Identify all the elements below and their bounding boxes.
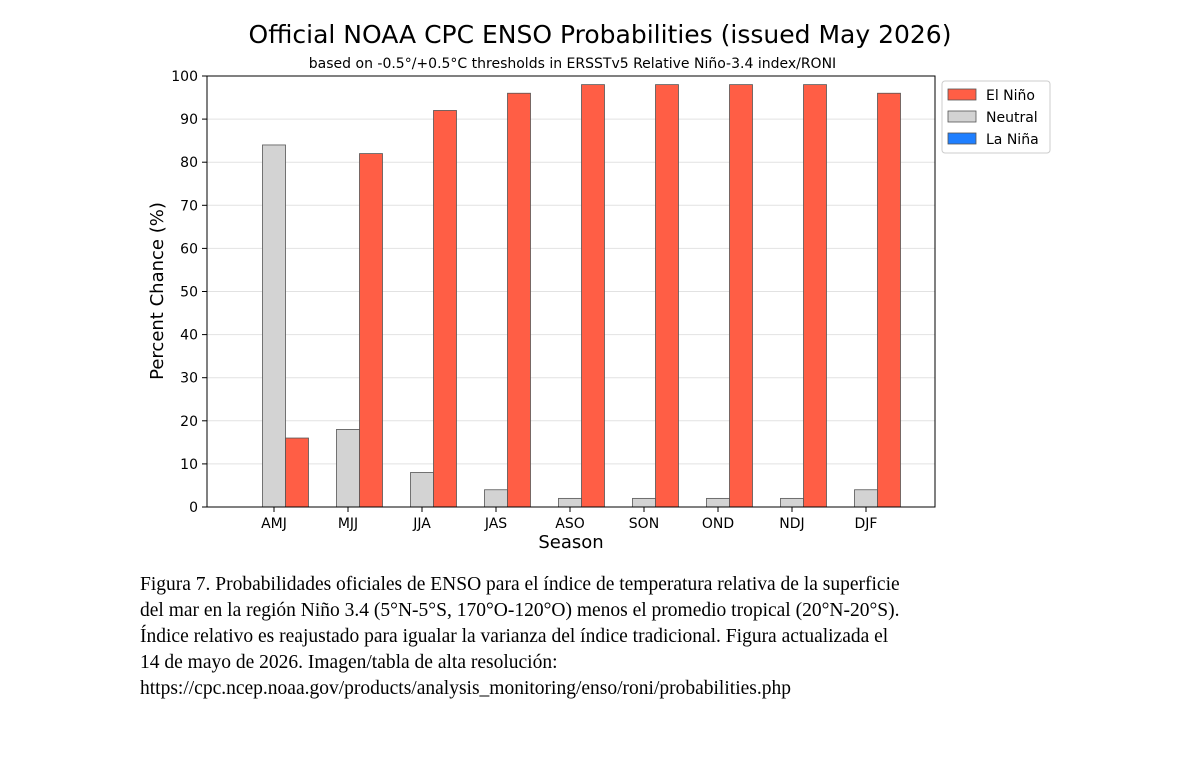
x-axis-label: Season <box>538 532 603 553</box>
y-tick-label: 80 <box>180 155 198 171</box>
neutral-bar <box>262 144 286 508</box>
legend: El Niño Neutral La Niña <box>941 80 1051 154</box>
chart-title: Official NOAA CPC ENSO Probabilities (is… <box>248 20 952 49</box>
bars <box>262 84 901 508</box>
legend-swatch-la-nina <box>947 132 977 145</box>
caption-line: 14 de mayo de 2026. Imagen/tabla de alta… <box>140 652 558 673</box>
el-nino-bar <box>581 84 605 508</box>
y-axis-ticks: 0 10 20 30 40 50 60 70 80 90 100 <box>171 69 207 516</box>
legend-label-el-nino: El Niño <box>986 88 1035 104</box>
legend-swatch-neutral <box>947 110 977 123</box>
y-axis-label: Percent Chance (%) <box>147 202 168 380</box>
neutral-bar <box>336 429 360 508</box>
y-tick-label: 40 <box>180 328 198 344</box>
x-tick-label: MJJ <box>338 516 358 532</box>
neutral-bar <box>632 497 656 508</box>
caption-line: Figura 7. Probabilidades oficiales de EN… <box>140 574 900 595</box>
neutral-bar <box>484 489 508 508</box>
neutral-bar <box>854 489 878 508</box>
legend-label-neutral: Neutral <box>986 110 1038 126</box>
el-nino-bar <box>803 84 827 508</box>
y-tick-label: 30 <box>180 371 198 387</box>
caption-line: Índice relativo es reajustado para igual… <box>140 626 889 647</box>
legend-label-la-nina: La Niña <box>986 132 1039 148</box>
y-tick-label: 0 <box>189 500 198 516</box>
chart-subtitle: based on -0.5°/+0.5°C thresholds in ERSS… <box>308 56 837 72</box>
x-tick-label: SON <box>629 516 659 532</box>
legend-swatch-el-nino <box>947 88 977 101</box>
el-nino-bar <box>507 92 531 508</box>
neutral-bar <box>410 472 434 508</box>
y-tick-label: 10 <box>180 457 198 473</box>
el-nino-bar <box>359 153 383 508</box>
el-nino-bar <box>285 437 309 508</box>
figure-caption: Figura 7. Probabilidades oficiales de EN… <box>140 572 1070 702</box>
el-nino-bar <box>877 92 901 508</box>
el-nino-bar <box>433 110 457 508</box>
neutral-bar <box>780 497 804 508</box>
y-tick-label: 70 <box>180 198 198 214</box>
caption-line: del mar en la región Niño 3.4 (5°N-5°S, … <box>140 600 900 621</box>
x-tick-label: JAS <box>484 516 507 532</box>
neutral-bar <box>558 497 582 508</box>
x-tick-label: OND <box>702 516 734 532</box>
neutral-bar <box>706 497 730 508</box>
y-tick-label: 60 <box>180 241 198 257</box>
caption-url: https://cpc.ncep.noaa.gov/products/analy… <box>140 678 791 699</box>
x-tick-label: DJF <box>855 516 878 532</box>
x-tick-label: AMJ <box>261 516 287 532</box>
x-tick-label: ASO <box>555 516 584 532</box>
x-tick-label: JJA <box>412 516 431 532</box>
x-axis-ticks: AMJ MJJ JJA JAS ASO SON OND NDJ DJF <box>261 507 877 532</box>
y-tick-label: 100 <box>171 69 198 85</box>
y-tick-label: 90 <box>180 112 198 128</box>
el-nino-bar <box>655 84 679 508</box>
el-nino-bar <box>729 84 753 508</box>
x-tick-label: NDJ <box>779 516 804 532</box>
y-tick-label: 20 <box>180 414 198 430</box>
y-tick-label: 50 <box>180 285 198 301</box>
